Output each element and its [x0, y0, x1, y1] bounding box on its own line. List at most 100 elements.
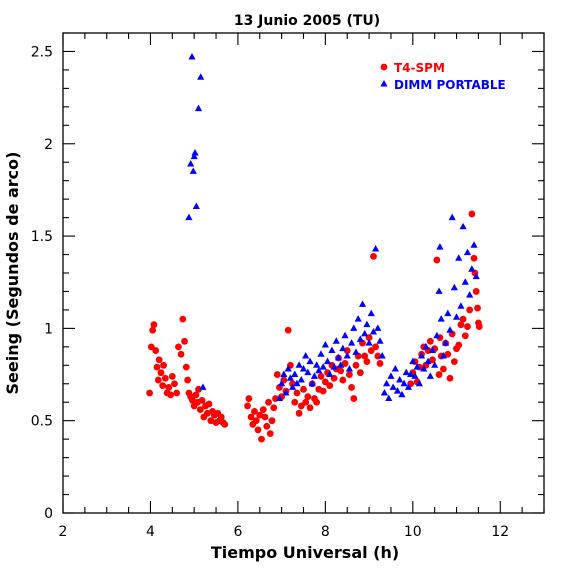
data-point-dimm-portable-54 — [372, 244, 380, 252]
chart-title: 13 Junio 2005 (TU) — [234, 13, 380, 29]
data-point-dimm-portable-53 — [369, 328, 378, 335]
data-point-t4-spm-97 — [348, 384, 355, 391]
data-point-t4-spm-129 — [444, 350, 452, 358]
data-point-t4-spm-35 — [203, 409, 211, 417]
data-point-dimm-portable-44 — [350, 324, 358, 331]
data-point-t4-spm-72 — [293, 389, 301, 397]
data-point-dimm-portable-30 — [319, 363, 327, 370]
y-axis-label: Seeing (Segundos de arco) — [3, 152, 22, 395]
data-point-dimm-portable-55 — [374, 324, 382, 331]
data-point-t4-spm-146 — [475, 323, 483, 330]
data-point-t4-spm-87 — [326, 382, 334, 390]
x-tick-label: 12 — [491, 524, 509, 540]
data-point-dimm-portable-89 — [446, 326, 454, 333]
data-point-dimm-portable-1 — [187, 160, 195, 167]
data-point-t4-spm-28 — [192, 391, 200, 399]
data-point-t4-spm-138 — [464, 323, 471, 330]
data-point-dimm-portable-39 — [339, 344, 347, 352]
data-point-t4-spm-144 — [474, 304, 481, 312]
data-point-t4-spm-22 — [182, 363, 190, 371]
data-point-dimm-portable-7 — [194, 104, 203, 112]
data-point-dimm-portable-99 — [468, 265, 476, 272]
legend-label-t4-spm: T4-SPM — [394, 61, 445, 75]
data-point-t4-spm-56 — [261, 413, 269, 421]
y-tick-label: 0.5 — [31, 414, 53, 430]
data-point-dimm-portable-81 — [431, 361, 439, 368]
data-point-t4-spm-31 — [196, 406, 204, 414]
data-point-dimm-portable-32 — [323, 357, 332, 365]
data-point-t4-spm-68 — [284, 326, 292, 334]
data-point-t4-spm-137 — [461, 332, 469, 340]
data-point-t4-spm-45 — [221, 420, 229, 428]
data-point-t4-spm-98 — [350, 395, 358, 402]
data-point-dimm-portable-80 — [428, 346, 437, 354]
data-point-dimm-portable-90 — [448, 213, 456, 221]
data-point-t4-spm-60 — [268, 417, 276, 425]
legend-marker-t4-spm — [380, 63, 388, 71]
data-point-dimm-portable-41 — [343, 352, 351, 359]
x-tick-label: 8 — [321, 524, 330, 540]
data-point-dimm-portable-62 — [389, 383, 397, 390]
data-point-t4-spm-94 — [341, 360, 349, 367]
data-point-dimm-portable-75 — [417, 352, 426, 359]
data-point-dimm-portable-101 — [472, 272, 480, 280]
data-point-t4-spm-4 — [152, 347, 160, 354]
data-point-t4-spm-96 — [346, 371, 353, 378]
data-point-dimm-portable-72 — [411, 372, 419, 379]
data-point-t4-spm-17 — [173, 389, 181, 397]
data-point-t4-spm-26 — [189, 396, 196, 404]
tick-labels: 2 4 6 8 10 12 0 0.5 1 1.5 2 2.5 — [31, 44, 509, 540]
x-tick-label: 4 — [146, 524, 155, 540]
data-point-dimm-portable-36 — [332, 337, 340, 344]
data-point-t4-spm-75 — [300, 385, 307, 393]
data-point-t4-spm-107 — [370, 252, 377, 260]
data-point-t4-spm-8 — [157, 369, 165, 377]
data-point-dimm-portable-23 — [304, 368, 312, 376]
legend-marker-dimm-portable — [380, 79, 388, 87]
data-point-dimm-portable-77 — [422, 342, 430, 350]
data-point-dimm-portable-68 — [402, 368, 410, 376]
data-point-t4-spm-6 — [154, 376, 162, 384]
data-point-t4-spm-132 — [450, 358, 458, 366]
data-point-dimm-portable-69 — [404, 383, 413, 390]
data-point-t4-spm-55 — [259, 406, 267, 414]
data-point-t4-spm-92 — [337, 367, 345, 375]
data-point-t4-spm-37 — [207, 417, 215, 425]
data-point-dimm-portable-46 — [354, 315, 362, 322]
data-point-t4-spm-21 — [181, 337, 188, 345]
data-point-t4-spm-57 — [263, 422, 271, 430]
data-point-t4-spm-50 — [251, 408, 258, 415]
data-point-dimm-portable-6 — [192, 202, 200, 210]
data-point-t4-spm-14 — [167, 391, 174, 399]
data-point-dimm-portable-61 — [387, 372, 395, 379]
data-point-t4-spm-2 — [149, 326, 157, 334]
data-point-t4-spm-76 — [302, 398, 310, 406]
data-point-dimm-portable-26 — [310, 372, 319, 379]
data-point-t4-spm-143 — [472, 288, 480, 295]
data-point-dimm-portable-4 — [190, 152, 198, 160]
y-tick-label: 1 — [44, 321, 53, 337]
data-point-dimm-portable-15 — [286, 374, 294, 381]
data-point-dimm-portable-28 — [315, 366, 323, 374]
data-point-dimm-portable-87 — [442, 339, 450, 346]
data-point-dimm-portable-27 — [313, 361, 321, 368]
data-point-dimm-portable-83 — [435, 287, 443, 294]
data-point-dimm-portable-10 — [275, 394, 284, 402]
data-point-t4-spm-99 — [352, 361, 360, 369]
data-point-t4-spm-136 — [459, 315, 467, 323]
data-point-dimm-portable-85 — [437, 315, 445, 322]
data-point-t4-spm-123 — [433, 256, 441, 264]
data-point-dimm-portable-73 — [413, 363, 421, 370]
data-point-t4-spm-3 — [150, 321, 158, 329]
data-point-dimm-portable-14 — [284, 364, 292, 372]
data-point-t4-spm-110 — [376, 360, 384, 367]
data-point-t4-spm-77 — [304, 393, 312, 401]
data-point-dimm-portable-52 — [367, 309, 375, 317]
y-tick-label: 2 — [44, 137, 53, 153]
data-point-t4-spm-101 — [356, 369, 364, 377]
data-point-t4-spm-78 — [306, 404, 314, 412]
data-point-dimm-portable-95 — [459, 222, 467, 230]
data-point-t4-spm-141 — [470, 254, 478, 262]
data-point-t4-spm-15 — [168, 372, 176, 380]
